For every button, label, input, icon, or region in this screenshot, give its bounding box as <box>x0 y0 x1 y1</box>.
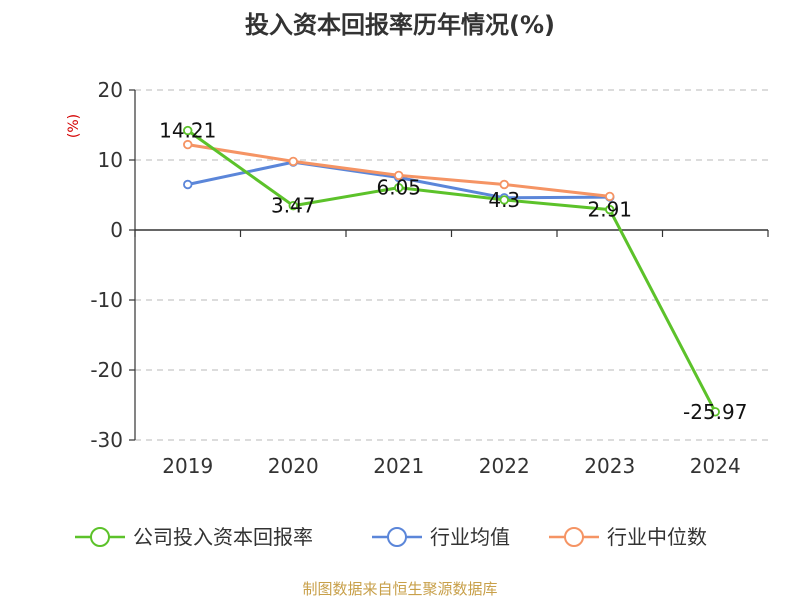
legend-label: 公司投入资本回报率 <box>133 525 313 549</box>
data-point[interactable] <box>499 195 509 205</box>
y-tick-label: -20 <box>90 358 123 382</box>
data-label: -25.97 <box>683 400 747 424</box>
data-point[interactable] <box>710 407 720 417</box>
source-note: 制图数据来自恒生聚源数据库 <box>302 580 497 598</box>
data-point[interactable] <box>183 139 193 150</box>
legend-marker <box>564 527 584 547</box>
y-tick-label: -10 <box>90 288 123 312</box>
legend-label: 行业中位数 <box>607 525 707 549</box>
data-label: 2.91 <box>587 198 632 222</box>
data-label: 6.05 <box>376 176 421 200</box>
legend[interactable]: 公司投入资本回报率 行业均值 行业中位数 <box>75 525 707 549</box>
data-point[interactable] <box>605 191 615 202</box>
legend-label: 行业均值 <box>430 525 510 549</box>
series-line <box>186 129 717 413</box>
data-point[interactable] <box>499 179 509 190</box>
y-axis-label: (%) <box>66 114 82 138</box>
data-point[interactable] <box>394 170 404 181</box>
y-tick-label: 20 <box>98 78 123 102</box>
data-labels: 14.21 3.47 6.05 4.3 2.91 -25.97 <box>159 119 747 424</box>
data-point[interactable] <box>394 182 404 193</box>
data-label: 3.47 <box>271 194 316 218</box>
axes: 20 10 0 -10 -20 -30 2019 2020 2021 2022 2023 2024 <box>90 78 769 478</box>
data-point[interactable] <box>183 179 193 190</box>
legend-item[interactable]: 行业中位数 <box>549 525 707 549</box>
gridlines <box>135 89 768 441</box>
y-tick-label: 0 <box>110 218 123 242</box>
data-label: 14.21 <box>159 119 216 143</box>
y-tick-label: -30 <box>90 428 123 452</box>
legend-item[interactable]: 公司投入资本回报率 <box>75 525 313 549</box>
x-tick-label: 2021 <box>373 454 424 478</box>
x-tick-label: 2023 <box>584 454 635 478</box>
data-point[interactable] <box>183 125 193 136</box>
y-tick-label: 10 <box>98 148 123 172</box>
legend-marker <box>387 527 407 547</box>
data-point[interactable] <box>288 201 298 211</box>
x-tick-label: 2019 <box>162 454 213 478</box>
chart-title: 投入资本回报率历年情况(%) <box>245 11 555 39</box>
x-tick-label: 2024 <box>690 454 741 478</box>
data-point[interactable] <box>288 156 298 167</box>
legend-marker <box>90 527 110 547</box>
series-layer <box>183 125 720 417</box>
legend-item[interactable]: 行业均值 <box>372 525 510 549</box>
x-tick-label: 2022 <box>479 454 530 478</box>
data-point[interactable] <box>605 204 615 215</box>
data-label: 4.3 <box>488 188 520 212</box>
x-tick-label: 2020 <box>268 454 319 478</box>
